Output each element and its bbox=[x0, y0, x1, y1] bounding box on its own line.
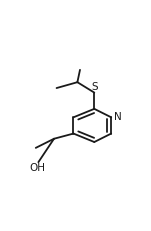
Text: S: S bbox=[91, 82, 98, 92]
Text: OH: OH bbox=[30, 163, 46, 173]
Text: N: N bbox=[114, 112, 122, 122]
